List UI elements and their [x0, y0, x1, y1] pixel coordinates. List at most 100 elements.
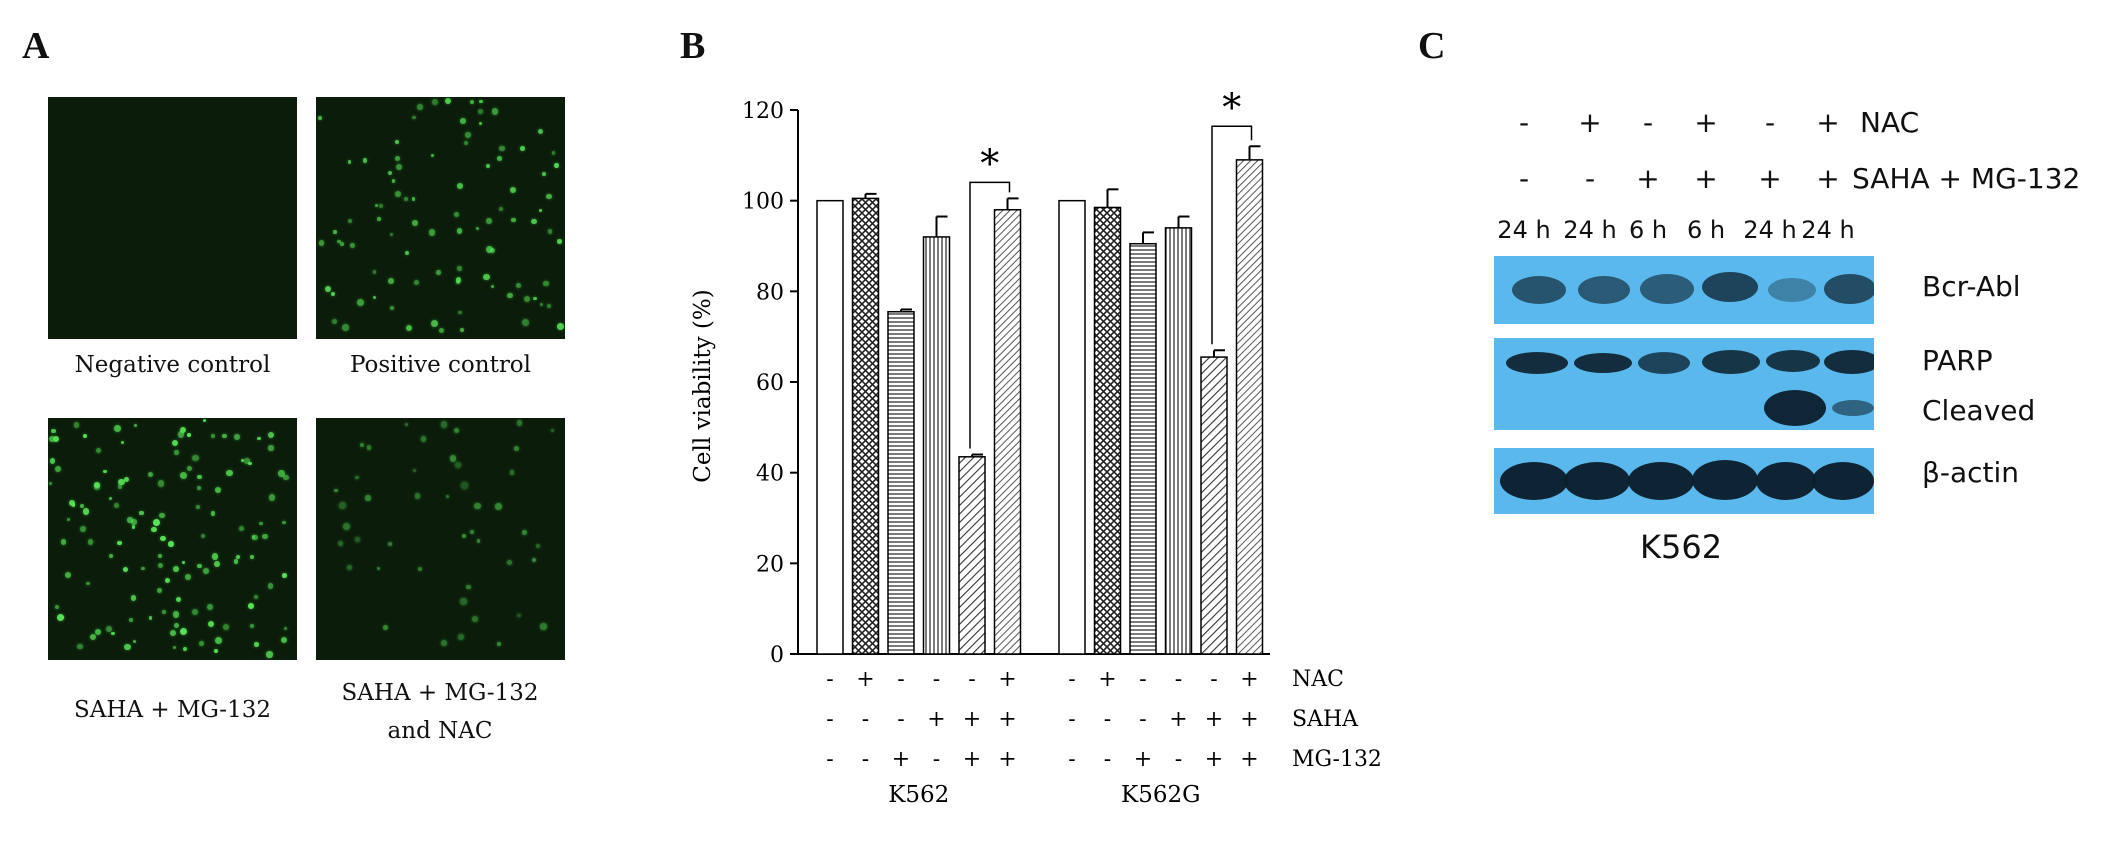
nac-row-label: NAC [1860, 106, 1920, 139]
blot-parp [1494, 338, 1874, 430]
treatment-row-label-NAC: NAC [1292, 667, 1344, 692]
y-axis-label: Cell viability (%) [690, 289, 716, 482]
caption-saha-mg132-nac-line1: SAHA + MG-132 [341, 680, 539, 706]
caption-saha-mg132-nac-line2: and NAC [387, 718, 493, 744]
treatment-sign-NAC-K562G-2: + [1098, 667, 1116, 692]
blot-beta-actin [1494, 448, 1874, 514]
saha-mg132-sign-lane-5: + [1758, 162, 1782, 195]
time-label-lane-5: 24 h [1743, 216, 1797, 244]
treatment-sign-SAHA-K562-4: + [927, 707, 945, 732]
bar-K562-4 [922, 236, 951, 655]
treatment-sign-NAC-K562G-6: + [1240, 667, 1258, 692]
group-label-K562G: K562G [1121, 782, 1200, 808]
treatment-sign-SAHA-K562-5: + [963, 707, 981, 732]
time-label-lane-2: 24 h [1563, 216, 1617, 244]
treatment-sign-SAHA-K562-2: - [862, 707, 869, 732]
saha-mg132-sign-lane-2: - [1584, 162, 1596, 195]
y-tick-label: 40 [756, 462, 784, 487]
significance-bracket-K562G [1211, 125, 1253, 345]
treatment-sign-NAC-K562G-4: - [1175, 667, 1182, 692]
nac-sign-lane-6: + [1816, 106, 1840, 139]
micrograph-positive-control [316, 97, 565, 339]
nac-sign-lane-5: - [1764, 106, 1776, 139]
panel-b-letter: B [680, 25, 706, 67]
bar-K562G-5 [1200, 356, 1228, 655]
y-tick-label: 60 [756, 371, 784, 396]
saha-mg132-sign-lane-6: + [1816, 162, 1840, 195]
bar-K562-2 [851, 197, 880, 655]
micrograph-saha-mg132 [48, 418, 297, 660]
band-label-parp: PARP [1922, 344, 1993, 377]
bar-K562-3 [887, 310, 915, 655]
treatment-row-label-MG-132: MG-132 [1292, 747, 1382, 772]
treatment-sign-SAHA-K562G-1: - [1068, 707, 1075, 732]
treatment-sign-NAC-K562-6: + [998, 667, 1016, 692]
cell-line-label: K562 [1640, 528, 1723, 566]
time-label-lane-6: 24 h [1801, 216, 1855, 244]
blot-bcr-abl [1494, 256, 1874, 324]
treatment-sign-SAHA-K562G-6: + [1240, 707, 1258, 732]
y-tick-label: 20 [756, 552, 784, 577]
saha-mg132-row-label: SAHA + MG-132 [1852, 162, 2081, 195]
viability-chart: Cell viability (%) 0 20 40 60 80 100 120 K562 K5… [690, 85, 1382, 808]
time-label-lane-1: 24 h [1497, 216, 1551, 244]
significance-star-K562: * [980, 141, 999, 185]
treatment-sign-SAHA-K562G-5: + [1205, 707, 1223, 732]
bar-K562G-6 [1235, 159, 1264, 655]
treatment-sign-MG-132-K562-4: - [933, 747, 940, 772]
treatment-sign-MG-132-K562G-5: + [1205, 747, 1223, 772]
band-label-cleaved: Cleaved [1922, 394, 2036, 427]
bar-K562G-2 [1093, 206, 1122, 655]
treatment-row-label-SAHA: SAHA [1292, 707, 1359, 732]
treatment-sign-SAHA-K562G-4: + [1169, 707, 1187, 732]
treatment-sign-MG-132-K562-1: - [826, 747, 833, 772]
treatment-sign-SAHA-K562-1: - [826, 707, 833, 732]
treatment-sign-MG-132-K562G-6: + [1240, 747, 1258, 772]
bar-K562-5 [958, 456, 986, 655]
significance-bracket-K562 [969, 181, 1011, 449]
treatment-sign-NAC-K562G-5: - [1210, 667, 1217, 692]
band-label-bcr-abl: Bcr-Abl [1922, 270, 2021, 303]
treatment-sign-NAC-K562-2: + [856, 667, 874, 692]
bar-K562G-3 [1129, 242, 1157, 655]
caption-negative-control: Negative control [74, 352, 271, 378]
y-tick-label: 80 [756, 280, 784, 305]
saha-mg132-sign-lane-3: + [1636, 162, 1660, 195]
treatment-sign-SAHA-K562G-3: - [1139, 707, 1146, 732]
treatment-sign-NAC-K562-3: - [897, 667, 904, 692]
treatment-sign-MG-132-K562-6: + [998, 747, 1016, 772]
saha-mg132-sign-lane-1: - [1518, 162, 1530, 195]
time-label-lane-4: 6 h [1686, 216, 1726, 244]
saha-mg132-sign-lane-4: + [1694, 162, 1718, 195]
treatment-sign-NAC-K562-1: - [826, 667, 833, 692]
bar-K562-6 [993, 208, 1022, 655]
treatment-sign-NAC-K562G-3: - [1139, 667, 1146, 692]
treatment-sign-NAC-K562-4: - [933, 667, 940, 692]
bar-K562G-1 [1058, 199, 1086, 655]
treatment-sign-MG-132-K562-3: + [892, 747, 910, 772]
treatment-sign-SAHA-K562G-2: - [1104, 707, 1111, 732]
micrograph-saha-mg132-nac [316, 418, 565, 660]
treatment-sign-MG-132-K562G-2: - [1104, 747, 1111, 772]
group-label-K562: K562 [888, 782, 949, 808]
treatment-sign-MG-132-K562G-1: - [1068, 747, 1075, 772]
nac-sign-lane-2: + [1578, 106, 1602, 139]
treatment-sign-SAHA-K562-3: - [897, 707, 904, 732]
bar-K562-1 [816, 199, 844, 655]
treatment-sign-NAC-K562-5: - [968, 667, 975, 692]
treatment-sign-NAC-K562G-1: - [1068, 667, 1075, 692]
nac-sign-lane-1: - [1518, 106, 1530, 139]
treatment-sign-MG-132-K562G-4: - [1175, 747, 1182, 772]
caption-positive-control: Positive control [349, 352, 532, 378]
panel-c-letter: C [1418, 25, 1446, 67]
significance-star-K562G: * [1222, 85, 1241, 129]
band-label-beta-actin: β-actin [1922, 456, 2020, 489]
time-label-lane-3: 6 h [1628, 216, 1668, 244]
treatment-sign-MG-132-K562-2: - [862, 747, 869, 772]
nac-sign-lane-3: - [1642, 106, 1654, 139]
bar-K562G-4 [1164, 227, 1193, 655]
treatment-sign-MG-132-K562G-3: + [1134, 747, 1152, 772]
treatment-sign-SAHA-K562-6: + [998, 707, 1016, 732]
y-tick-label: 120 [742, 99, 784, 124]
micrograph-negative-control [48, 97, 297, 339]
